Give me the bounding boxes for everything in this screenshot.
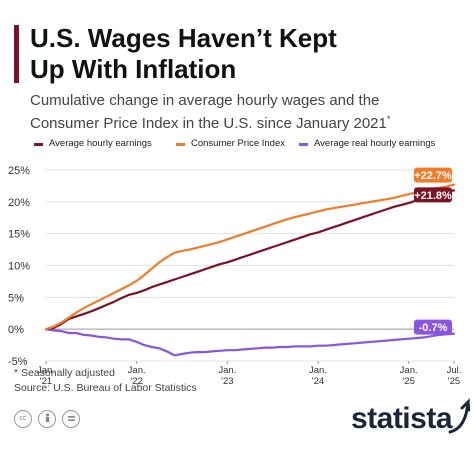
legend-label-cpi: Consumer Price Index xyxy=(191,138,285,149)
footnote: * Seasonally adjusted Source: U.S. Burea… xyxy=(14,366,197,396)
x-tick-label-year: '21 xyxy=(40,376,52,387)
end-label-wages: +21.8% xyxy=(414,190,452,202)
legend-swatch-cpi xyxy=(176,143,185,146)
statista-logo-text[interactable]: statista xyxy=(350,402,453,435)
x-tick-label-year: '24 xyxy=(312,376,324,387)
x-tick-label-year: '25 xyxy=(448,376,460,387)
x-tick-label-month: Jan. xyxy=(128,365,146,376)
x-tick-label-month: Jul. xyxy=(447,365,462,376)
legend-label-real: Average real hourly earnings xyxy=(314,138,436,149)
end-label-cpi-box xyxy=(414,167,452,183)
legend-label-wages: Average hourly earnings xyxy=(49,138,152,149)
equals-icon[interactable] xyxy=(62,410,80,428)
legend-swatch-wages xyxy=(34,143,43,146)
end-label-real: -0.7% xyxy=(419,322,448,334)
series-line-real xyxy=(44,328,456,357)
title-line-1: U.S. Wages Haven’t Kept xyxy=(30,23,337,53)
x-tick-label-year: '22 xyxy=(130,376,142,387)
subtitle-line-1: Cumulative change in average hourly wage… xyxy=(30,92,380,109)
title-line-2: Up With Inflation xyxy=(30,54,237,84)
y-tick-label: 15% xyxy=(8,229,30,241)
series-line-wages xyxy=(44,189,456,331)
statista-logo-icon xyxy=(448,398,470,434)
title-accent-bar xyxy=(14,25,19,83)
x-tick-label-month: Jan. xyxy=(309,365,327,376)
y-tick-label: 10% xyxy=(8,261,30,273)
end-label-real-box xyxy=(414,319,452,335)
x-tick-label-month: Jan. xyxy=(37,365,55,376)
y-tick-label: 20% xyxy=(8,197,30,209)
y-tick-label: -5% xyxy=(8,356,28,368)
x-tick-label-year: '25 xyxy=(402,376,414,387)
subtitle-line-2: Consumer Price Index in the U.S. since J… xyxy=(30,115,387,132)
y-tick-label: 5% xyxy=(8,292,24,304)
footnote-seasonal: * Seasonally adjusted xyxy=(14,367,115,379)
x-tick-label-month: Jan. xyxy=(218,365,236,376)
y-tick-label: 25% xyxy=(8,165,30,177)
person-icon[interactable] xyxy=(38,410,56,428)
x-tick-label-month: Jan. xyxy=(400,365,418,376)
legend-swatch-real xyxy=(299,143,308,146)
x-tick-label-year: '23 xyxy=(221,376,233,387)
end-label-wages-box xyxy=(414,187,452,203)
footnote-source: Source: U.S. Bureau of Labor Statistics xyxy=(14,382,197,394)
subtitle: Cumulative change in average hourly wage… xyxy=(30,91,460,133)
y-tick-label: 0% xyxy=(8,324,24,336)
end-label-cpi: +22.7% xyxy=(414,170,452,182)
cc-icon[interactable]: cc xyxy=(14,410,32,428)
series-line-cpi xyxy=(44,183,456,331)
subtitle-footnote-mark: * xyxy=(386,114,391,124)
page-title: U.S. Wages Haven’t Kept Up With Inflatio… xyxy=(30,23,337,85)
